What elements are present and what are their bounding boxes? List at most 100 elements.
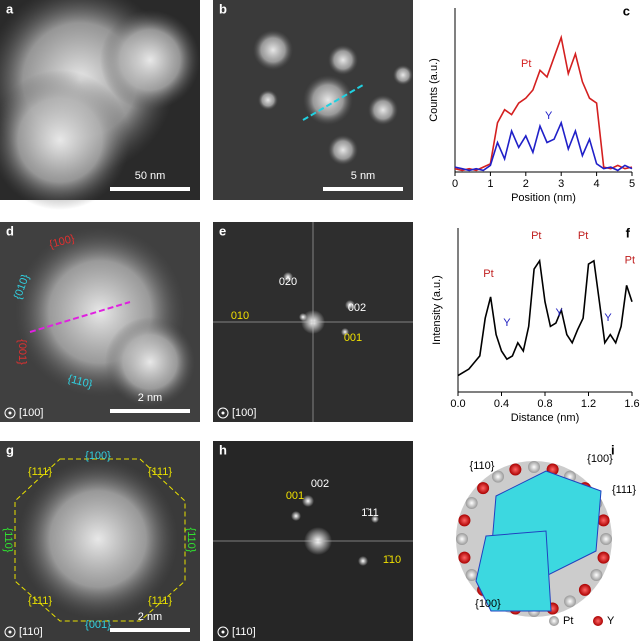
zone-axis-icon: [221, 630, 225, 634]
annotation: {111}: [148, 595, 172, 607]
bright-region: [393, 65, 413, 85]
legend-symbol: [549, 616, 559, 626]
atom: [528, 461, 540, 473]
y-axis-label: Counts (a.u.): [428, 58, 440, 122]
panel-label: h: [219, 442, 227, 457]
atom: [578, 583, 591, 596]
annotation: {100}: [587, 453, 613, 465]
annotation: 001: [344, 332, 362, 344]
atom: [597, 551, 610, 564]
panel-label: g: [6, 442, 14, 457]
bright-region: [341, 328, 349, 336]
x-tick-label: 2: [523, 178, 529, 190]
bright-region: [302, 495, 314, 507]
panel: h [110]: [213, 441, 413, 641]
annotation: 010: [231, 310, 249, 322]
panel: a 50 nm: [0, 0, 200, 210]
annotation: Pt: [483, 268, 493, 280]
scale-bar-label: 2 nm: [138, 611, 162, 623]
zone-axis-icon: [217, 626, 229, 638]
panel: i: [456, 442, 615, 617]
x-tick-label: 0.0: [450, 398, 465, 410]
bright-region: [345, 300, 355, 310]
zone-axis-icon: [221, 411, 225, 415]
zone-axis: [110]: [19, 626, 43, 638]
scale-bar-label: 5 nm: [351, 170, 375, 182]
annotation: {110}: [470, 460, 495, 472]
annotation: {110}: [185, 528, 197, 553]
scale-bar-label: 2 nm: [138, 392, 162, 404]
annotation: 001: [286, 490, 304, 502]
bright-region: [18, 459, 178, 619]
zone-axis-icon: [8, 630, 12, 634]
panel-label: c: [623, 3, 630, 18]
bright-region: [291, 511, 301, 521]
x-tick-label: 0: [452, 178, 458, 190]
annotation: {001}: [16, 339, 28, 365]
bright-region: [358, 556, 368, 566]
panel-label: d: [6, 223, 14, 238]
scale-bar: [110, 628, 190, 632]
arrow: [302, 84, 364, 121]
annotation: {111}: [28, 466, 52, 478]
facet: [475, 530, 552, 612]
atom: [564, 595, 576, 608]
x-tick-label: 0.4: [494, 398, 509, 410]
annotation: {100}: [85, 450, 111, 462]
bright-region: [283, 272, 293, 282]
atom: [477, 482, 490, 495]
bright-region: [299, 313, 307, 321]
panel-label: e: [219, 223, 226, 238]
atom: [458, 551, 471, 564]
annotation: Y: [604, 312, 612, 324]
bright-region: [303, 75, 353, 125]
x-tick-label: 3: [558, 178, 564, 190]
bright-region: [105, 317, 195, 407]
atom: [590, 569, 603, 581]
scale-bar: [323, 187, 403, 191]
bright-region: [371, 515, 379, 523]
legend-symbol: [593, 616, 603, 626]
annotation: {100}: [475, 598, 501, 610]
data-line: [454, 120, 633, 172]
x-axis-label: Position (nm): [511, 192, 576, 204]
zone-axis-icon: [217, 407, 229, 419]
panel: b 5 nm: [213, 0, 413, 200]
atom: [465, 497, 478, 509]
annotation: Y: [503, 317, 511, 329]
annotation: Pt: [625, 255, 635, 267]
x-tick-label: 1.6: [624, 398, 639, 410]
zone-axis: [110]: [232, 626, 256, 638]
atom: [458, 514, 471, 527]
data-line: [457, 258, 633, 377]
legend-label: Pt: [563, 615, 573, 627]
y-axis-label: Intensity (a.u.): [431, 275, 443, 345]
x-tick-label: 4: [594, 178, 600, 190]
panel-label: f: [626, 225, 631, 240]
bright-region: [328, 135, 358, 165]
scale-bar-label: 50 nm: [135, 170, 166, 182]
series-label: Y: [545, 110, 553, 122]
bright-region: [253, 30, 293, 70]
annotation: 1̄11: [361, 507, 379, 519]
bright-region: [0, 70, 130, 210]
atom: [465, 569, 478, 581]
legend-label: Y: [607, 615, 615, 627]
annotation: Y: [555, 307, 563, 319]
x-tick-label: 0.8: [537, 398, 552, 410]
x-tick-label: 1: [487, 178, 493, 190]
atom: [600, 533, 612, 545]
bright-region: [328, 45, 358, 75]
annotation: {111}: [148, 466, 172, 478]
atom: [597, 514, 610, 527]
atom: [456, 533, 468, 545]
bright-region: [100, 10, 200, 110]
zone-axis-icon: [4, 407, 16, 419]
annotation: 002: [311, 478, 329, 490]
annotation: Pt: [578, 230, 588, 242]
scale-bar: [110, 187, 190, 191]
annotation: 1̄10: [383, 554, 401, 566]
annotation: {001}: [85, 619, 111, 631]
facet-outline: [14, 458, 186, 622]
annotation: {111}: [612, 484, 636, 496]
